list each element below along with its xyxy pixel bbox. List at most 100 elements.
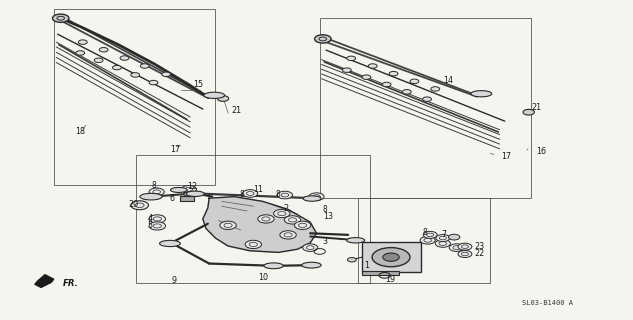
Ellipse shape	[184, 192, 201, 196]
Bar	[358, 198, 490, 283]
Circle shape	[382, 82, 391, 87]
Bar	[180, 196, 194, 201]
Text: 18: 18	[75, 127, 85, 136]
Circle shape	[284, 216, 301, 224]
Ellipse shape	[302, 262, 321, 268]
Text: 17: 17	[170, 145, 180, 154]
Text: 22: 22	[474, 250, 485, 259]
Text: 8: 8	[239, 190, 244, 199]
Text: 14: 14	[443, 76, 453, 85]
Circle shape	[273, 209, 290, 218]
Circle shape	[309, 193, 324, 200]
Text: 16: 16	[536, 147, 546, 156]
Text: 15: 15	[193, 80, 203, 89]
Circle shape	[149, 80, 158, 85]
Bar	[320, 18, 531, 198]
Circle shape	[436, 240, 451, 247]
Text: 20: 20	[128, 200, 139, 209]
Circle shape	[149, 188, 165, 196]
Text: 4: 4	[147, 214, 152, 223]
Circle shape	[294, 221, 311, 229]
Circle shape	[523, 109, 534, 115]
Circle shape	[53, 14, 69, 22]
Circle shape	[78, 40, 87, 44]
Text: 5: 5	[147, 221, 153, 230]
Text: 1: 1	[364, 261, 369, 270]
Text: 13: 13	[323, 212, 333, 221]
Circle shape	[348, 258, 356, 262]
Circle shape	[217, 96, 229, 101]
Circle shape	[383, 253, 399, 261]
Circle shape	[368, 64, 377, 68]
Circle shape	[162, 72, 171, 76]
Circle shape	[420, 236, 436, 244]
Ellipse shape	[471, 91, 492, 97]
Circle shape	[277, 191, 292, 199]
Circle shape	[131, 201, 149, 210]
Circle shape	[258, 215, 274, 223]
Text: 12: 12	[187, 182, 197, 191]
Ellipse shape	[170, 188, 187, 192]
Circle shape	[342, 68, 351, 72]
Circle shape	[280, 231, 296, 239]
Circle shape	[315, 35, 331, 43]
Circle shape	[245, 240, 261, 249]
Text: 8: 8	[275, 190, 280, 199]
Ellipse shape	[347, 237, 365, 243]
Ellipse shape	[264, 263, 284, 269]
Text: 7: 7	[442, 230, 447, 239]
Circle shape	[347, 56, 356, 60]
Text: 8: 8	[151, 181, 156, 190]
Ellipse shape	[186, 191, 204, 196]
Circle shape	[389, 71, 398, 76]
Text: FR.: FR.	[63, 279, 78, 288]
Circle shape	[458, 251, 472, 258]
Text: 2: 2	[284, 204, 289, 213]
Circle shape	[99, 48, 108, 52]
Text: 21: 21	[231, 106, 241, 115]
Circle shape	[149, 222, 166, 230]
Circle shape	[403, 90, 411, 94]
Circle shape	[242, 190, 258, 197]
Text: 8: 8	[323, 205, 327, 214]
Circle shape	[94, 58, 103, 62]
Text: 23: 23	[474, 242, 484, 251]
Text: 8: 8	[423, 228, 427, 237]
Text: 19: 19	[385, 275, 395, 284]
Circle shape	[220, 221, 236, 229]
Text: 6: 6	[170, 194, 174, 203]
Text: 9: 9	[172, 276, 177, 285]
Polygon shape	[35, 275, 54, 287]
Bar	[362, 242, 421, 272]
Circle shape	[181, 186, 196, 193]
Ellipse shape	[160, 240, 180, 247]
Circle shape	[76, 51, 85, 55]
Text: 17: 17	[501, 152, 511, 161]
Circle shape	[141, 64, 149, 68]
Circle shape	[131, 73, 140, 77]
Text: 10: 10	[258, 273, 268, 282]
Text: 21: 21	[531, 103, 541, 112]
Circle shape	[431, 87, 440, 91]
Bar	[362, 271, 399, 275]
Circle shape	[149, 215, 166, 223]
Text: 11: 11	[253, 185, 263, 194]
Bar	[137, 155, 370, 283]
Circle shape	[423, 97, 432, 101]
Circle shape	[120, 56, 129, 60]
Circle shape	[372, 248, 410, 267]
Circle shape	[303, 244, 318, 252]
Ellipse shape	[303, 196, 321, 201]
Polygon shape	[203, 197, 316, 252]
Circle shape	[449, 244, 464, 252]
Ellipse shape	[204, 92, 225, 99]
Circle shape	[449, 234, 460, 240]
Circle shape	[410, 79, 419, 84]
Circle shape	[113, 65, 122, 70]
Bar	[54, 9, 215, 186]
Circle shape	[458, 243, 472, 250]
Ellipse shape	[140, 193, 162, 200]
Text: SL03-B1400 A: SL03-B1400 A	[522, 300, 572, 306]
Circle shape	[436, 235, 450, 242]
Circle shape	[423, 231, 437, 238]
